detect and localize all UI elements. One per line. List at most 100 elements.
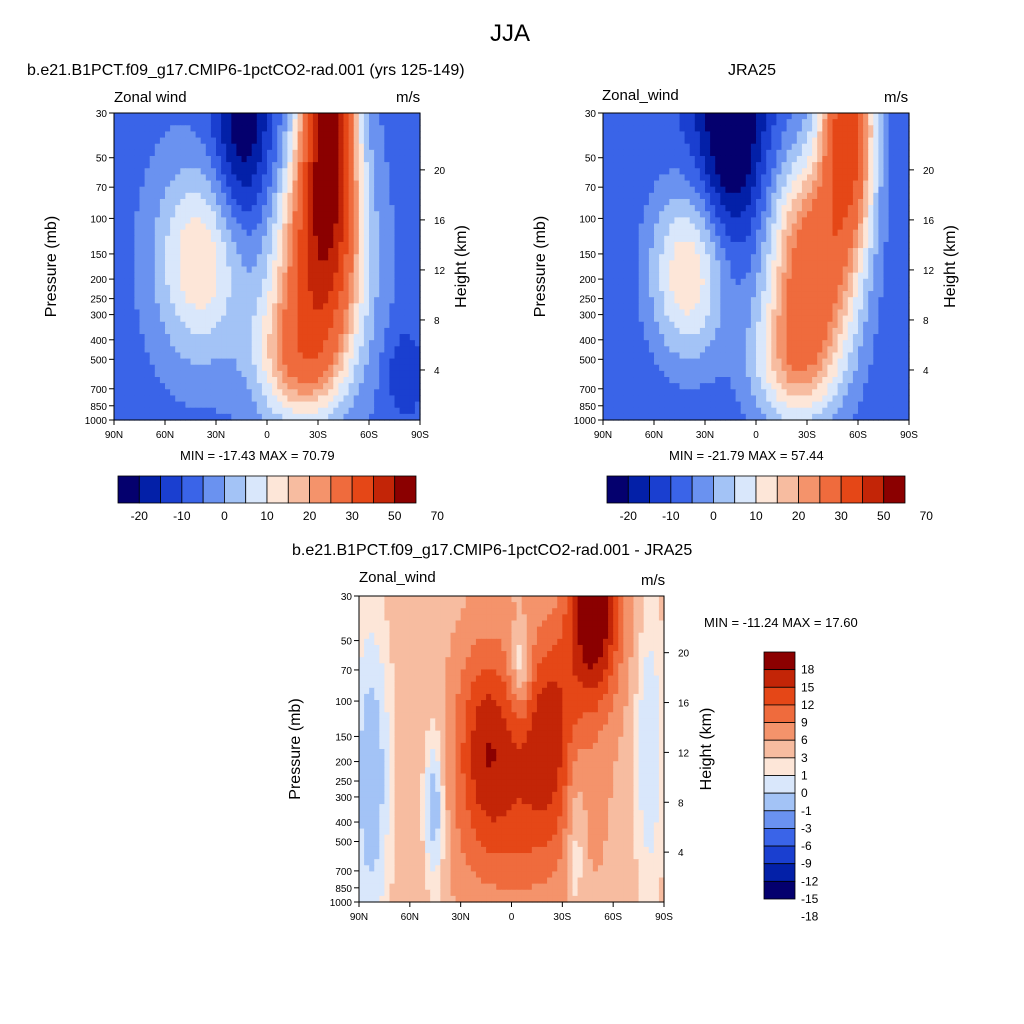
panel2-colorbar-label-4: 20 xyxy=(792,509,806,523)
panel3-colorbar-label-10: -6 xyxy=(801,839,812,853)
panel1-xtick-label-4: 30S xyxy=(309,430,327,441)
panel3-xtick-label-4: 30S xyxy=(553,912,571,923)
panel1-ytick-label-5: 200 xyxy=(90,275,107,286)
panel3-colorbar-label-2: 12 xyxy=(801,698,815,712)
panel1-ylabel-right: Height (km) xyxy=(453,225,470,308)
panel2-colorbar-label-2: 0 xyxy=(710,509,717,523)
panel1-colorbar-box-5 xyxy=(224,475,247,504)
panel3-colorbar-box-0 xyxy=(763,651,796,671)
panel1-xtick-label-5: 60S xyxy=(360,430,378,441)
panel3-ytick-label-4: 150 xyxy=(335,732,352,743)
panel3-ytick-label-0: 30 xyxy=(341,592,353,603)
panel2-ytick-label-5: 200 xyxy=(579,275,596,286)
panel2-ytick-label-9: 500 xyxy=(579,355,596,366)
panel1-ytick-label-10: 700 xyxy=(90,385,107,396)
panel2-ytick-label-7: 300 xyxy=(579,311,596,322)
panel2-units-label: m/s xyxy=(884,89,909,106)
panel2-xtick-label-3: 0 xyxy=(753,430,759,441)
panel3-units-label: m/s xyxy=(641,572,666,589)
panel1-rtick-label-4: 4 xyxy=(434,366,440,377)
panel3-ytick-label-12: 1000 xyxy=(330,898,353,909)
panel3-ylabel: Pressure (mb) xyxy=(287,698,304,799)
panel3-min-max: MIN = -11.24 MAX = 17.60 xyxy=(704,615,858,630)
panel2-xtick-label-4: 30S xyxy=(798,430,816,441)
panel2-ylabel-right: Height (km) xyxy=(942,225,959,308)
panel3-colorbar-label-8: -1 xyxy=(801,804,812,818)
panel2-xtick-label-0: 90N xyxy=(594,430,612,441)
panel3-ytick-label-8: 400 xyxy=(335,818,352,829)
panel3-colorbar-box-9 xyxy=(763,810,796,829)
panel2-colorbar-box-3 xyxy=(670,475,693,504)
panel1-ytick-label-11: 850 xyxy=(90,402,107,413)
panel3-ytick-label-5: 200 xyxy=(335,758,352,769)
panel3-colorbar-box-1 xyxy=(763,669,796,688)
panel3-colorbar-label-4: 6 xyxy=(801,733,808,747)
panel3-colorbar-label-5: 3 xyxy=(801,751,808,765)
panel3-colorbar-box-6 xyxy=(763,757,796,776)
panel1-units-label: m/s xyxy=(396,89,421,106)
panel2-colorbar-box-13 xyxy=(883,475,906,504)
panel1-variable-label: Zonal wind xyxy=(114,89,187,106)
panel2-xtick-label-6: 90S xyxy=(900,430,918,441)
panel1-field xyxy=(114,113,421,421)
panel2-colorbar-box-12 xyxy=(862,475,885,504)
panel2-ytick-label-6: 250 xyxy=(579,295,596,306)
panel3-ytick-label-7: 300 xyxy=(335,793,352,804)
panel2-rtick-label-1: 16 xyxy=(923,216,935,227)
panel2-ylabel: Pressure (mb) xyxy=(532,216,549,317)
panel3-colorbar-box-13 xyxy=(763,880,796,900)
panel3-ytick-label-6: 250 xyxy=(335,777,352,788)
panel1-colorbar-label-0: -20 xyxy=(131,509,149,523)
panel3-ytick-label-1: 50 xyxy=(341,637,353,648)
panel1-ytick-label-4: 150 xyxy=(90,250,107,261)
panel3-rtick-label-4: 4 xyxy=(678,848,684,859)
panel1-colorbar-box-4 xyxy=(202,475,225,504)
panel2-colorbar-box-6 xyxy=(734,475,757,504)
panel1-colorbar-box-6 xyxy=(245,475,268,504)
panel3-colorbar-label-3: 9 xyxy=(801,716,808,730)
panel3-rtick-label-2: 12 xyxy=(678,748,690,759)
panel2-variable-label: Zonal_wind xyxy=(602,87,679,104)
panel2-xtick-label-1: 60N xyxy=(645,430,663,441)
panel1-ytick-label-1: 50 xyxy=(96,154,108,165)
panel2-rtick-label-0: 20 xyxy=(923,166,935,177)
panel3-ylabel-right: Height (km) xyxy=(698,708,715,791)
panel1-ytick-label-0: 30 xyxy=(96,109,108,120)
panel3-colorbar-label-14: -18 xyxy=(801,910,819,924)
panel1-colorbar-box-12 xyxy=(373,475,396,504)
panel1-colorbar-label-5: 30 xyxy=(345,509,359,523)
panel2-rtick-label-4: 4 xyxy=(923,366,929,377)
panel1-ylabel: Pressure (mb) xyxy=(43,216,60,317)
panel3-colorbar-box-7 xyxy=(763,775,796,794)
panel2-colorbar-label-7: 70 xyxy=(920,509,934,523)
panel3-colorbar-label-1: 15 xyxy=(801,680,815,694)
panel3-colorbar-box-8 xyxy=(763,792,796,812)
panel2-ytick-label-11: 850 xyxy=(579,402,596,413)
panel2-colorbar-box-11 xyxy=(840,475,863,504)
panel2-ytick-label-10: 700 xyxy=(579,385,596,396)
panel1-xtick-label-3: 0 xyxy=(264,430,270,441)
panel3-ytick-label-10: 700 xyxy=(335,867,352,878)
panel2-colorbar-label-0: -20 xyxy=(620,509,638,523)
panel3-rtick-label-0: 20 xyxy=(678,649,690,660)
panel3-colorbar-label-11: -9 xyxy=(801,857,812,871)
panel1-colorbar-box-9 xyxy=(309,475,332,504)
panel3-ytick-label-2: 70 xyxy=(341,666,353,677)
panel3-colorbar-label-12: -12 xyxy=(801,874,819,888)
panel2-rtick-label-2: 12 xyxy=(923,266,935,277)
panel2-ytick-label-12: 1000 xyxy=(574,416,597,427)
panel3-xtick-label-6: 90S xyxy=(655,912,673,923)
panel3-colorbar-label-7: 0 xyxy=(801,786,808,800)
panel2-min-max: MIN = -21.79 MAX = 57.44 xyxy=(669,448,824,463)
panel1-ytick-label-12: 1000 xyxy=(85,416,108,427)
panel2-ytick-label-8: 400 xyxy=(579,336,596,347)
panel3-rtick-label-1: 16 xyxy=(678,699,690,710)
panel3-colorbar-box-11 xyxy=(763,845,796,865)
panel1-ytick-label-7: 300 xyxy=(90,311,107,322)
panel1-min-max: MIN = -17.43 MAX = 70.79 xyxy=(180,448,335,463)
panel3-ytick-label-3: 100 xyxy=(335,697,352,708)
panel1-colorbar-label-1: -10 xyxy=(173,509,191,523)
panel1-rtick-label-1: 16 xyxy=(434,216,446,227)
panel2-colorbar-label-6: 50 xyxy=(877,509,891,523)
panel3-rtick-label-3: 8 xyxy=(678,798,684,809)
